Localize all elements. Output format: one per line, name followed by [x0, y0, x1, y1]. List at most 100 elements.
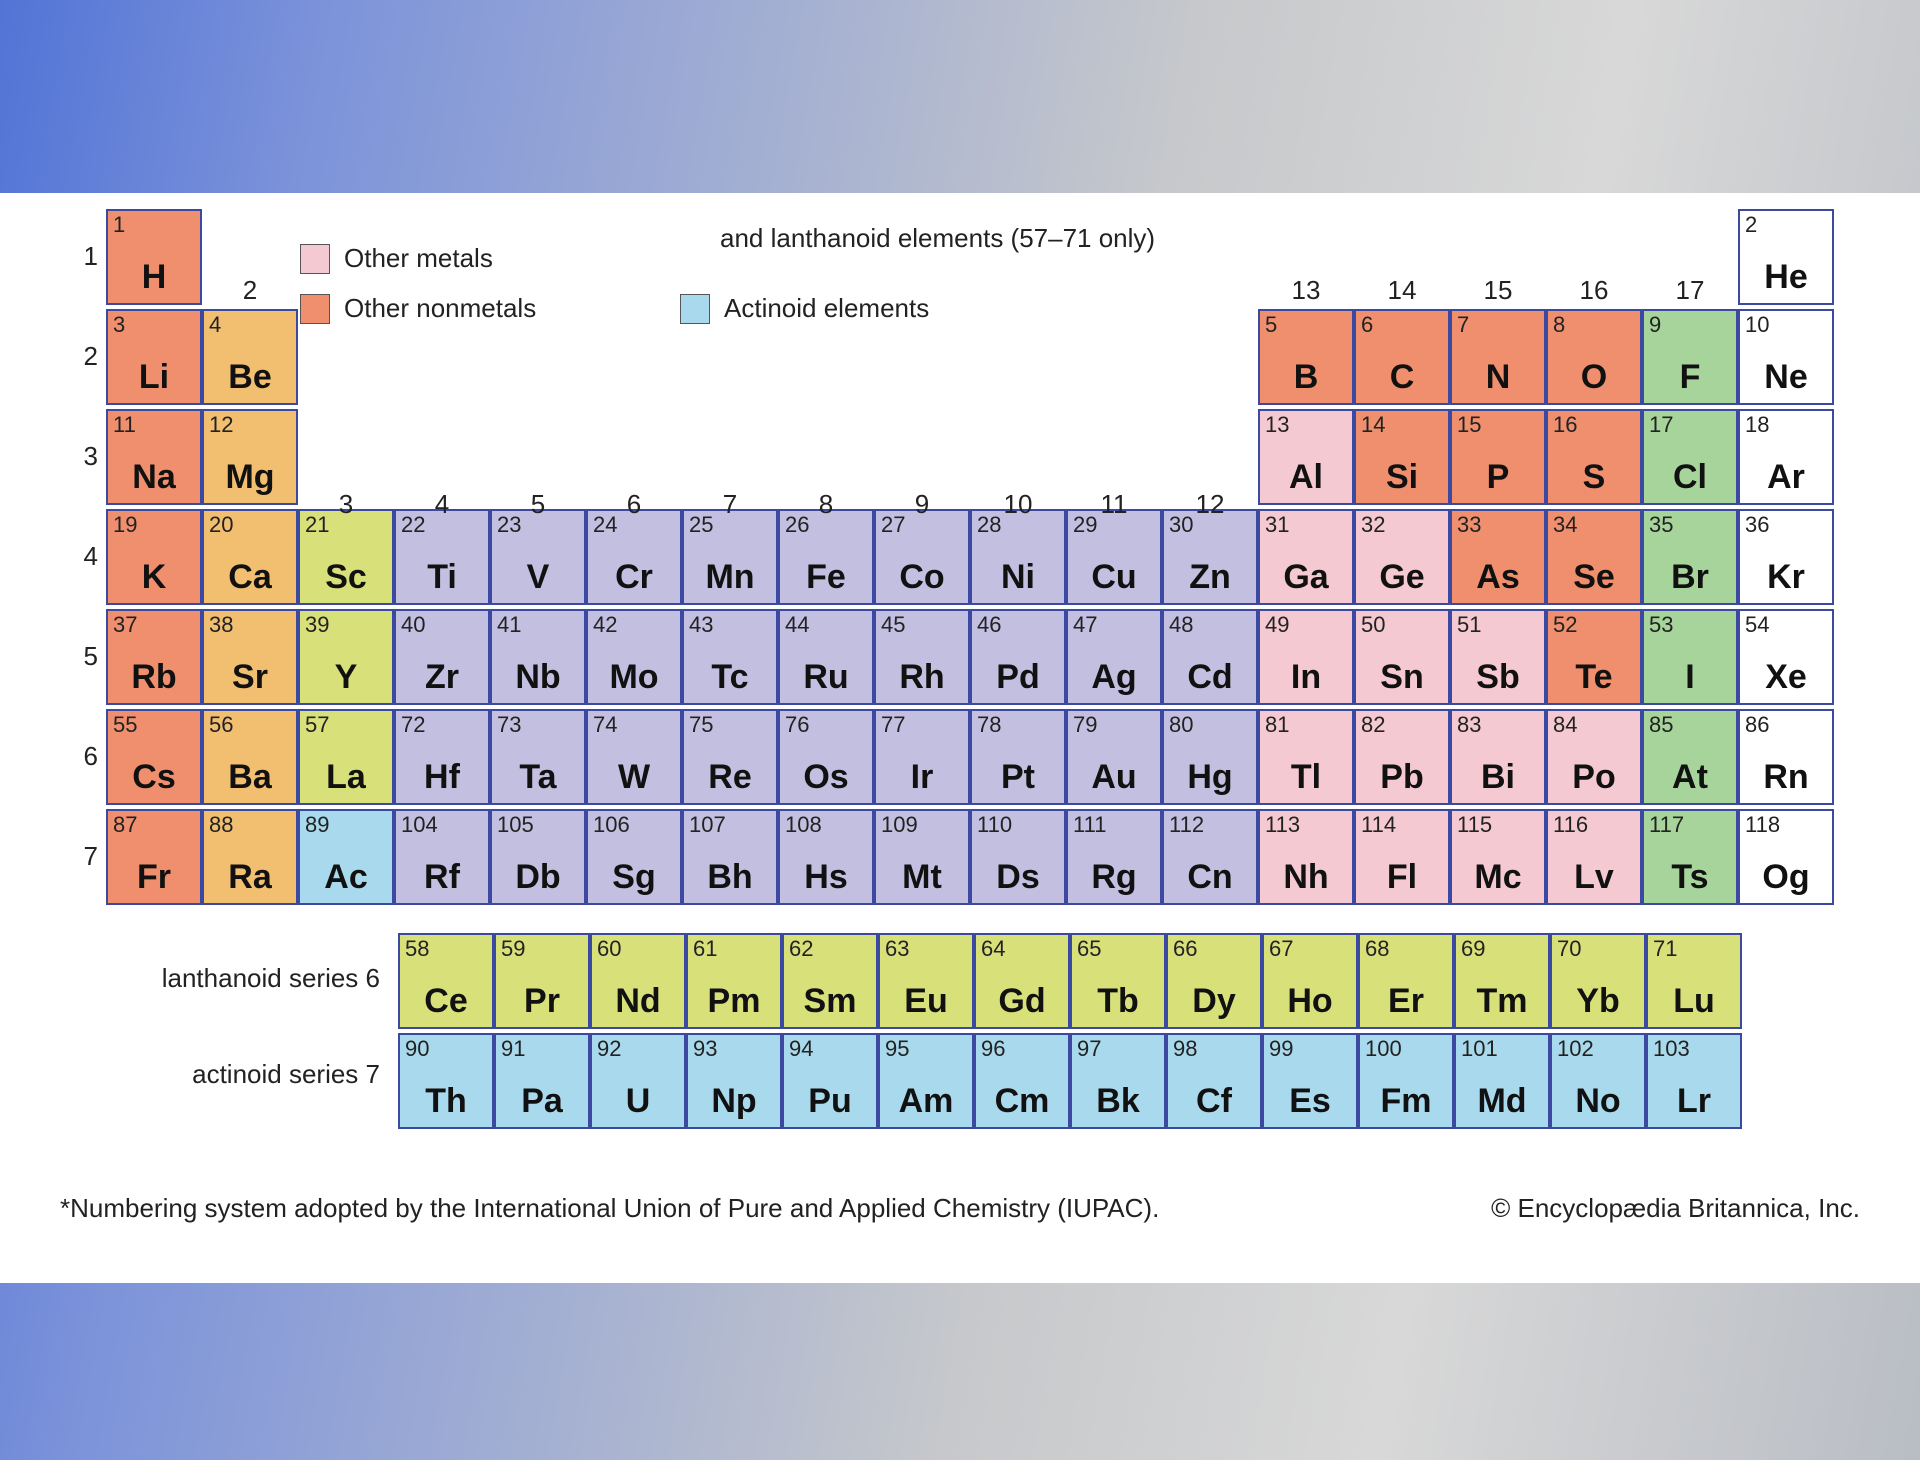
- element-Ac: 89Ac: [298, 809, 394, 905]
- element-N: 7N: [1450, 309, 1546, 405]
- atomic-number: 42: [593, 612, 617, 638]
- element-Mt: 109Mt: [874, 809, 970, 905]
- element-symbol: Bi: [1452, 758, 1544, 797]
- element-symbol: Bk: [1072, 1082, 1164, 1121]
- element-symbol: Fr: [108, 858, 200, 897]
- atomic-number: 11: [113, 412, 136, 438]
- element-Ru: 44Ru: [778, 609, 874, 705]
- period-label-3: 3: [58, 441, 98, 472]
- element-symbol: Cu: [1068, 558, 1160, 597]
- element-symbol: Ac: [300, 858, 392, 897]
- atomic-number: 92: [597, 1036, 621, 1062]
- atomic-number: 14: [1361, 412, 1385, 438]
- group-label-17: 17: [1642, 275, 1738, 306]
- atomic-number: 48: [1169, 612, 1193, 638]
- atomic-number: 103: [1653, 1036, 1690, 1062]
- atomic-number: 105: [497, 812, 534, 838]
- element-symbol: O: [1548, 358, 1640, 397]
- element-He: 2He: [1738, 209, 1834, 305]
- element-Au: 79Au: [1066, 709, 1162, 805]
- element-symbol: Ds: [972, 858, 1064, 897]
- atomic-number: 107: [689, 812, 726, 838]
- atomic-number: 78: [977, 712, 1001, 738]
- period-label-5: 5: [58, 641, 98, 672]
- element-Lu: 71Lu: [1646, 933, 1742, 1029]
- element-Cd: 48Cd: [1162, 609, 1258, 705]
- atomic-number: 72: [401, 712, 425, 738]
- atomic-number: 36: [1745, 512, 1769, 538]
- element-Ds: 110Ds: [970, 809, 1066, 905]
- atomic-number: 74: [593, 712, 617, 738]
- element-Rg: 111Rg: [1066, 809, 1162, 905]
- element-symbol: Hf: [396, 758, 488, 797]
- atomic-number: 31: [1265, 512, 1289, 538]
- element-Lr: 103Lr: [1646, 1033, 1742, 1129]
- element-Tc: 43Tc: [682, 609, 778, 705]
- atomic-number: 76: [785, 712, 809, 738]
- element-symbol: Sg: [588, 858, 680, 897]
- element-symbol: Kr: [1740, 558, 1832, 597]
- element-symbol: Nb: [492, 658, 584, 697]
- element-symbol: Hs: [780, 858, 872, 897]
- element-Ir: 77Ir: [874, 709, 970, 805]
- element-Sm: 62Sm: [782, 933, 878, 1029]
- element-Ge: 32Ge: [1354, 509, 1450, 605]
- element-symbol: Rf: [396, 858, 488, 897]
- element-Mo: 42Mo: [586, 609, 682, 705]
- element-Te: 52Te: [1546, 609, 1642, 705]
- period-label-4: 4: [58, 541, 98, 572]
- element-symbol: Nh: [1260, 858, 1352, 897]
- group-label-2: 2: [202, 275, 298, 306]
- group-label-8: 8: [778, 489, 874, 520]
- element-symbol: Os: [780, 758, 872, 797]
- element-symbol: H: [108, 258, 200, 297]
- atomic-number: 39: [305, 612, 329, 638]
- group-label-4: 4: [394, 489, 490, 520]
- element-symbol: Mn: [684, 558, 776, 597]
- atomic-number: 13: [1265, 412, 1289, 438]
- element-symbol: Cl: [1644, 458, 1736, 497]
- element-symbol: Al: [1260, 458, 1352, 497]
- element-symbol: Tc: [684, 658, 776, 697]
- element-Fm: 100Fm: [1358, 1033, 1454, 1129]
- element-symbol: Po: [1548, 758, 1640, 797]
- element-Sr: 38Sr: [202, 609, 298, 705]
- element-symbol: Dy: [1168, 982, 1260, 1021]
- element-Yb: 70Yb: [1550, 933, 1646, 1029]
- atomic-number: 69: [1461, 936, 1485, 962]
- element-H: 1H: [106, 209, 202, 305]
- group-label-16: 16: [1546, 275, 1642, 306]
- element-symbol: He: [1740, 258, 1832, 297]
- element-K: 19K: [106, 509, 202, 605]
- atomic-number: 68: [1365, 936, 1389, 962]
- element-symbol: Fm: [1360, 1082, 1452, 1121]
- element-Rn: 86Rn: [1738, 709, 1834, 805]
- element-Zn: 30Zn: [1162, 509, 1258, 605]
- element-symbol: Ho: [1264, 982, 1356, 1021]
- group-label-15: 15: [1450, 275, 1546, 306]
- atomic-number: 52: [1553, 612, 1577, 638]
- element-symbol: Zr: [396, 658, 488, 697]
- atomic-number: 37: [113, 612, 137, 638]
- group-label-11: 11: [1066, 489, 1162, 520]
- element-symbol: Ga: [1260, 558, 1352, 597]
- element-Cs: 55Cs: [106, 709, 202, 805]
- element-symbol: Lv: [1548, 858, 1640, 897]
- atomic-number: 94: [789, 1036, 813, 1062]
- element-Xe: 54Xe: [1738, 609, 1834, 705]
- element-symbol: Mt: [876, 858, 968, 897]
- atomic-number: 116: [1553, 812, 1588, 838]
- element-symbol: Pr: [496, 982, 588, 1021]
- element-symbol: Ta: [492, 758, 584, 797]
- element-symbol: Pd: [972, 658, 1064, 697]
- element-symbol: B: [1260, 358, 1352, 397]
- atomic-number: 20: [209, 512, 233, 538]
- element-symbol: Ne: [1740, 358, 1832, 397]
- element-symbol: Gd: [976, 982, 1068, 1021]
- element-symbol: K: [108, 558, 200, 597]
- atomic-number: 35: [1649, 512, 1673, 538]
- element-symbol: P: [1452, 458, 1544, 497]
- atomic-number: 101: [1461, 1036, 1498, 1062]
- period-label-2: 2: [58, 341, 98, 372]
- legend-other-metals: Other metals: [300, 243, 493, 274]
